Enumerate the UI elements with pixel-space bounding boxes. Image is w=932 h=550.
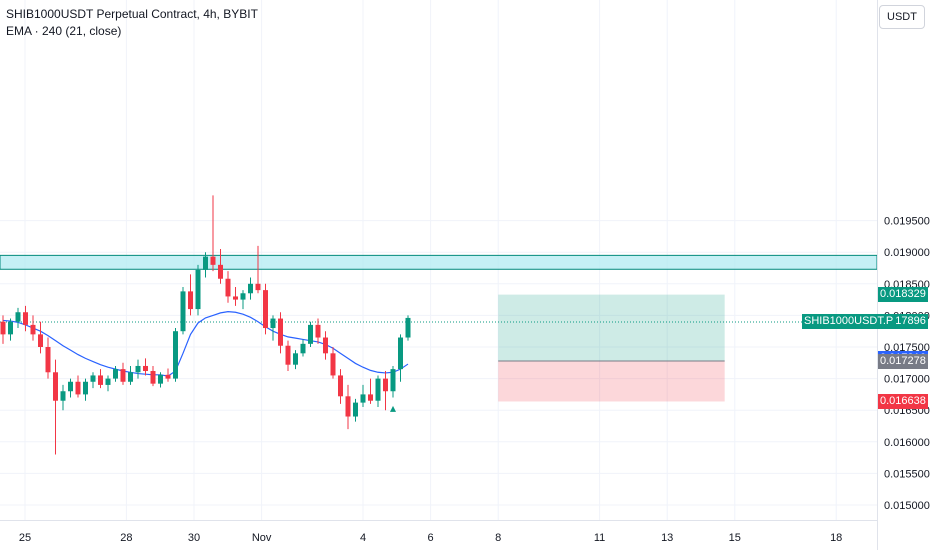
candle-body-51	[383, 378, 388, 392]
candle-body-35	[263, 290, 268, 329]
candle-body-5	[38, 334, 43, 347]
candle-body-17	[128, 372, 133, 382]
candle-body-44	[330, 353, 336, 376]
candle-body-10	[75, 381, 81, 395]
candle-body-12	[90, 375, 96, 382]
y-tick-label-4: 0.017000	[884, 374, 930, 386]
candle-body-2	[15, 312, 21, 322]
candle-body-18	[135, 365, 141, 373]
candle-body-54	[405, 317, 411, 338]
price-tag-4: 0.016638	[878, 393, 928, 409]
candle-body-21	[158, 374, 163, 384]
y-tick-label-1: 0.015500	[884, 468, 930, 480]
candle-body-25	[188, 291, 193, 310]
candle-body-40	[300, 343, 306, 354]
candle-body-4	[30, 324, 36, 335]
x-tick-label-10: 18	[830, 532, 842, 544]
candle-body-42	[315, 324, 321, 338]
position-profit-zone	[498, 294, 725, 362]
candle-body-34	[255, 283, 261, 291]
candle-body-6	[45, 347, 51, 373]
candle-body-46	[345, 396, 351, 417]
price-tag-0: 0.018329	[878, 287, 928, 303]
candle-body-39	[293, 353, 298, 365]
x-tick-label-0: 25	[19, 532, 31, 544]
candle-body-45	[338, 375, 343, 397]
y-tick-label-5: 0.017500	[884, 342, 930, 354]
candle-body-30	[225, 278, 231, 297]
candle-body-47	[353, 402, 358, 417]
indicator-label[interactable]: EMA · 240 (21, close)	[6, 24, 122, 38]
currency-button[interactable]: USDT	[879, 5, 925, 29]
y-tick-label-9: 0.019500	[884, 216, 930, 228]
candle-body-14	[105, 378, 111, 385]
candle-body-31	[233, 296, 238, 300]
candle-body-27	[203, 256, 208, 270]
symbol-price-label: SHIB1000USDT.P	[802, 314, 896, 330]
position-loss-zone	[498, 361, 725, 402]
resistance-zone	[0, 254, 878, 270]
x-tick-label-2: 30	[188, 532, 200, 544]
candle-body-24	[180, 291, 186, 332]
y-tick-label-0: 0.015000	[884, 500, 930, 512]
candle-body-9	[68, 381, 73, 392]
candle-body-20	[150, 371, 156, 384]
candle-body-41	[308, 324, 313, 344]
candle-body-29	[218, 264, 223, 279]
candle-body-15	[113, 369, 118, 379]
candle-body-1	[8, 321, 13, 335]
x-tick-label-5: 6	[428, 532, 434, 544]
candle-body-13	[98, 375, 103, 385]
candle-body-52	[390, 369, 396, 392]
candle-body-43	[323, 337, 328, 354]
candle-body-8	[60, 391, 66, 401]
price-tag-3: 0.017278	[878, 353, 928, 369]
x-tick-label-9: 15	[729, 532, 741, 544]
chart-title: SHIB1000USDT Perpetual Contract, 4h, BYB…	[6, 7, 258, 21]
candle-body-3	[23, 312, 28, 325]
candle-body-11	[83, 381, 88, 395]
candle-body-50	[375, 378, 381, 401]
y-tick-label-2: 0.016000	[884, 437, 930, 449]
candle-body-7	[53, 372, 58, 401]
candle-body-36	[270, 318, 276, 329]
candle-body-26	[195, 269, 201, 310]
candle-body-49	[368, 394, 373, 401]
candle-body-48	[360, 394, 366, 403]
candle-body-0	[0, 321, 6, 335]
candle-body-28	[210, 256, 216, 265]
x-tick-label-3: Nov	[252, 532, 272, 544]
candle-body-38	[285, 345, 291, 365]
x-tick-label-1: 28	[120, 532, 132, 544]
candle-body-53	[398, 337, 403, 370]
candle-body-19	[143, 365, 148, 372]
candle-body-32	[240, 293, 246, 300]
candle-body-22	[165, 374, 171, 379]
y-tick-label-8: 0.019000	[884, 247, 930, 259]
x-tick-label-8: 13	[661, 532, 673, 544]
ema-line	[2, 311, 409, 377]
candle-body-16	[120, 369, 126, 382]
candle-body-33	[248, 283, 253, 294]
buy-signal-marker	[390, 405, 396, 412]
x-tick-label-6: 8	[495, 532, 501, 544]
candle-body-23	[173, 331, 178, 379]
x-tick-label-7: 11	[594, 532, 605, 544]
candle-body-37	[278, 318, 283, 346]
x-tick-label-4: 4	[360, 532, 366, 544]
